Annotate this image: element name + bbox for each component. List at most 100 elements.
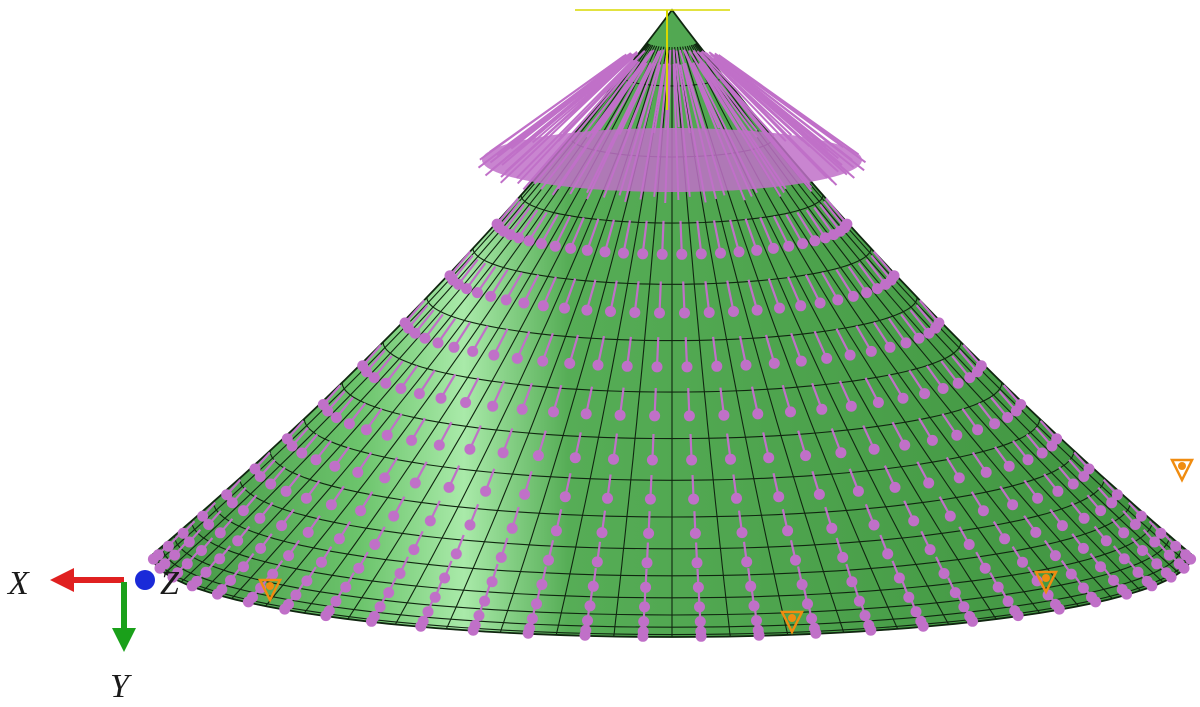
mesh-meridian-line xyxy=(445,46,662,630)
load-arrow-head xyxy=(889,481,901,493)
load-arrow-head xyxy=(343,418,355,430)
load-arrow-tail xyxy=(678,49,705,131)
load-arrow-head xyxy=(937,383,949,394)
load-arrow-tail xyxy=(554,215,572,247)
coordinate-triad: X Z Y xyxy=(6,565,180,705)
load-arrow-head xyxy=(548,406,559,418)
reference-point-marker xyxy=(575,9,730,110)
mesh-meridian-line xyxy=(203,43,651,591)
load-arrow-head xyxy=(740,359,752,371)
load-arrow-head xyxy=(1017,556,1028,568)
load-arrow-head xyxy=(731,492,742,504)
mesh-meridian-line xyxy=(692,44,1113,599)
load-arrow-head xyxy=(964,372,976,384)
load-arrow-head xyxy=(1078,512,1090,524)
load-arrow-head xyxy=(513,232,525,244)
load-arrow-head xyxy=(296,447,308,459)
load-arrow-head xyxy=(900,337,912,349)
load-arrow-head xyxy=(214,553,226,565)
load-arrow-head xyxy=(464,519,476,531)
load-arrow-tail xyxy=(699,51,787,142)
load-arrow-head xyxy=(861,287,873,299)
load-arrow-head xyxy=(587,580,599,592)
load-arrow-head xyxy=(676,248,688,260)
load-arrow-head xyxy=(884,341,896,353)
load-arrow-head xyxy=(523,235,535,247)
load-arrow-head xyxy=(725,453,736,465)
load-arrow-head xyxy=(487,400,499,412)
load-arrow-head xyxy=(369,539,381,550)
load-arrow-head xyxy=(408,544,420,556)
load-arrow-head xyxy=(1007,499,1019,511)
mesh-meridian-line xyxy=(674,46,731,637)
load-arrow-head xyxy=(733,246,745,258)
load-arrow-tail xyxy=(672,49,680,128)
boundary-cone-icon xyxy=(257,578,283,603)
load-arrow-head xyxy=(394,568,406,579)
load-arrow-head xyxy=(333,533,345,545)
load-arrow-head xyxy=(703,307,715,318)
load-arrow-tail xyxy=(744,218,758,251)
mesh-meridian-line xyxy=(164,42,649,574)
load-arrow-head xyxy=(439,572,451,584)
dome-shell xyxy=(147,8,1197,642)
load-arrow-head xyxy=(591,556,603,568)
load-arrow-head xyxy=(933,317,945,329)
load-arrow-head xyxy=(1067,478,1079,490)
load-arrow-head xyxy=(1095,505,1107,517)
load-arrow-head xyxy=(380,377,392,389)
load-arrow-tail xyxy=(719,55,867,164)
mesh-meridian-line xyxy=(684,46,950,625)
load-arrow-head xyxy=(559,302,570,314)
load-arrow-head xyxy=(433,439,445,451)
load-arrow-head xyxy=(614,409,626,421)
load-arrow-head xyxy=(419,332,431,344)
load-arrow-head xyxy=(325,499,337,511)
load-arrow-tail xyxy=(701,50,793,136)
load-arrow-head xyxy=(330,412,342,423)
load-arrow-tail xyxy=(653,50,669,134)
load-arrow-head xyxy=(255,542,267,554)
load-arrow-head xyxy=(1095,561,1106,573)
load-arrow-head xyxy=(537,300,549,312)
load-arrow-head xyxy=(360,424,372,436)
load-arrow-head xyxy=(832,294,844,306)
load-arrow-head xyxy=(1051,433,1063,445)
load-arrow-head xyxy=(649,410,661,422)
load-arrow-tail xyxy=(675,50,691,134)
load-arrow-head xyxy=(550,525,562,537)
load-arrow-head xyxy=(320,610,332,622)
load-arrow-head xyxy=(688,493,700,505)
load-arrow-head xyxy=(1155,527,1167,539)
load-arrow-head xyxy=(977,505,989,517)
load-arrow-head xyxy=(559,491,571,503)
load-arrow-head xyxy=(651,361,663,373)
load-arrow-head xyxy=(813,488,825,500)
load-arrow-head xyxy=(254,471,266,482)
load-arrow-head xyxy=(186,580,198,592)
load-arrow-head xyxy=(581,244,593,256)
load-arrow-head xyxy=(637,248,649,260)
load-arrow-head xyxy=(868,519,880,531)
load-arrow-head xyxy=(923,477,935,489)
load-arrow-head xyxy=(913,332,925,344)
load-arrow-head xyxy=(506,522,518,534)
load-arrow-head xyxy=(280,485,292,497)
load-arrow-head xyxy=(629,307,641,318)
load-arrow-tail xyxy=(586,218,600,251)
load-arrow-head xyxy=(1036,447,1048,459)
load-arrow-head xyxy=(599,246,611,258)
load-arrow-head xyxy=(753,629,765,641)
load-arrow-tail xyxy=(772,215,790,247)
load-arrow-head xyxy=(1002,412,1014,423)
load-arrow-head xyxy=(302,526,314,538)
mesh-meridian-line xyxy=(679,46,845,633)
load-arrow-head xyxy=(835,447,847,459)
load-arrow-tail xyxy=(528,211,548,242)
load-arrow-head xyxy=(1012,610,1024,622)
load-arrow-head xyxy=(352,466,364,478)
load-arrow-head xyxy=(816,403,828,415)
load-arrow-head xyxy=(467,624,479,636)
load-arrow-head xyxy=(413,388,425,400)
